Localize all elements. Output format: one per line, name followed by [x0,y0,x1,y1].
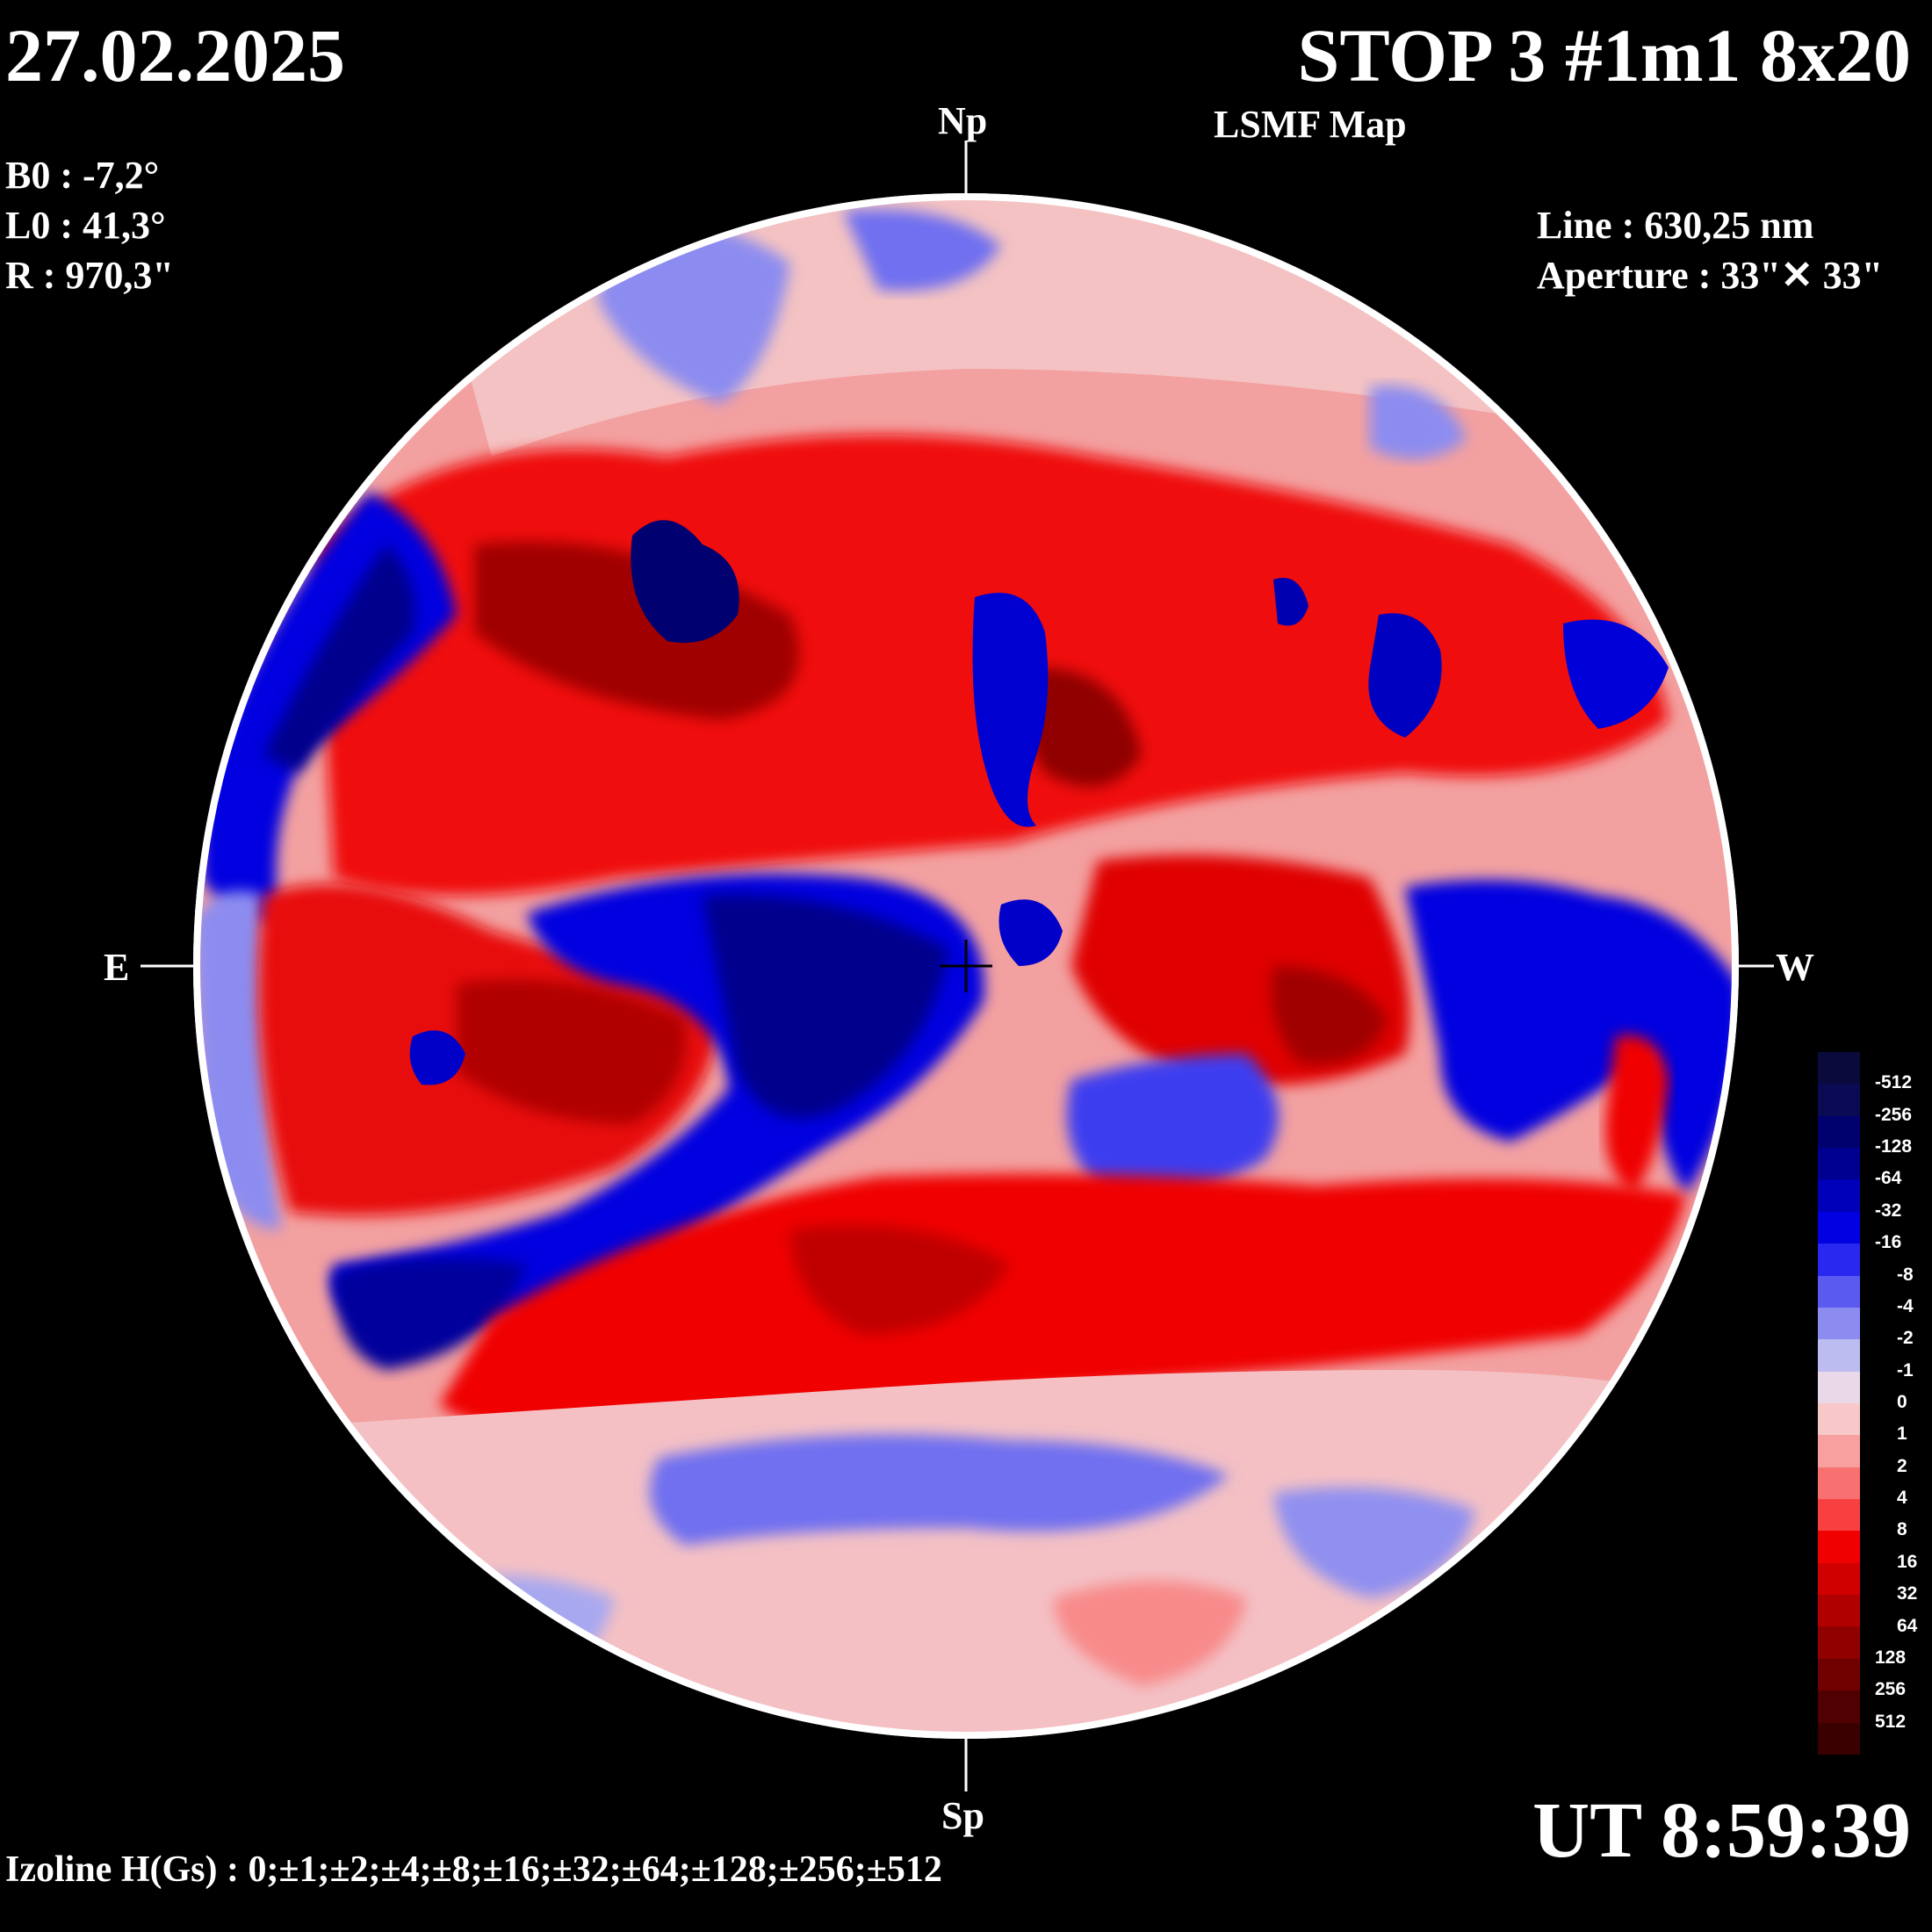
aperture: Aperture : 33"✕ 33" [1537,254,1884,297]
color-scale-label: 8 [1897,1519,1907,1540]
center-crosshair [940,940,992,992]
west-label: W [1776,946,1814,989]
central-strong-negative [703,894,948,1119]
color-scale-segment [1818,1244,1860,1276]
color-scale-segment [1818,1499,1860,1532]
color-scale-segment [1818,1052,1860,1085]
color-scale-segment [1818,1562,1860,1596]
color-scale-label: -16 [1875,1232,1902,1253]
south-weak-negative-2 [439,1575,615,1686]
color-scale-label: -64 [1875,1168,1902,1189]
north-pole-label: Np [938,99,988,142]
north-strong-negative-blob [631,520,739,643]
color-scale-segment [1818,1115,1860,1149]
field-regions [197,197,1735,1735]
east-label: E [104,946,130,989]
color-scale-label: 128 [1875,1647,1907,1668]
color-scale-segment [1818,1275,1860,1308]
color-scale-segment [1818,1690,1860,1723]
color-scale-segment [1818,1084,1860,1116]
b0-param: B0 : -7,2° [5,154,160,197]
south-mixed-region [220,1370,1712,1735]
color-scale-segment [1818,1148,1860,1180]
color-scale-label: -4 [1897,1295,1914,1316]
color-scale-label: 256 [1875,1679,1907,1700]
color-scale-label: 1 [1897,1424,1907,1445]
south-weak-positive [1054,1581,1247,1686]
south-weak-negative-band [650,1434,1229,1546]
color-scale-label: 4 [1897,1488,1907,1509]
color-scale-label: 0 [1897,1392,1907,1412]
color-scale-segment [1818,1626,1860,1659]
color-scale-label: 32 [1897,1583,1918,1604]
radius-param: R : 970,3" [5,254,174,297]
color-scale-segment [1818,1339,1860,1372]
color-scale-segment [1818,1595,1860,1627]
northwest-small-blob [1273,578,1308,626]
strong-positive-core-2 [1025,667,1142,787]
l0-param: L0 : 41,3° [5,204,166,247]
color-scale-bar [1818,1052,1860,1755]
positive-core-west [1272,966,1388,1064]
color-scale-label: 512 [1875,1711,1907,1732]
map-subtitle: LSMF Map [1214,103,1407,146]
northwest-negative-blob [1368,613,1442,738]
color-scale-label: -32 [1875,1200,1902,1221]
west-positive-strip [1605,1034,1669,1194]
south-negative-tail [334,1258,527,1370]
color-scale-segment [1818,1402,1860,1436]
north-weak-negative-3 [1370,385,1467,459]
color-scale-segment [1818,1371,1860,1403]
color-scale-segment [1818,1467,1860,1500]
color-scale-label: 16 [1897,1551,1918,1572]
izoline-levels: Izoline H(Gs) : 0;±1;±2;±4;±8;±16;±32;±6… [5,1849,942,1890]
color-scale-segment [1818,1658,1860,1691]
color-scale-segment [1818,1307,1860,1340]
south-pole-label: Sp [941,1794,984,1837]
spectral-line: Line : 630,25 nm [1537,204,1814,247]
central-negative-blob [972,593,1049,827]
color-scale-label: -512 [1875,1072,1913,1093]
color-scale-segment [1818,1531,1860,1563]
center-small-negative [998,899,1063,966]
positive-core-south [790,1225,1010,1335]
universal-time: UT 8:59:39 [1532,1787,1911,1874]
color-scale-label: -8 [1897,1264,1914,1285]
color-scale-segment [1818,1211,1860,1244]
color-scale-segment [1818,1435,1860,1467]
positive-region-south [439,1173,1686,1440]
east-limb-strong-negative [263,544,415,773]
color-scale-label: -2 [1897,1328,1914,1349]
color-scale-label: -256 [1875,1104,1913,1125]
color-scale-label: -128 [1875,1136,1913,1157]
color-scale-segment [1818,1722,1860,1755]
south-weak-negative-3 [1273,1487,1475,1598]
color-scale-label: 2 [1897,1455,1907,1476]
color-scale-label: -1 [1897,1359,1914,1381]
mid-south-negative [1067,1054,1279,1199]
positive-core-southeast [457,979,687,1124]
color-scale-segment [1818,1179,1860,1212]
west-limb-negative-north [1563,619,1669,729]
north-weak-negative-2 [843,209,1001,292]
color-scale-label: 64 [1897,1615,1918,1636]
map-title: STOP 3 #1m1 8x20 [1297,13,1911,97]
east-small-negative [409,1030,465,1085]
observation-date: 27.02.2025 [5,13,345,97]
